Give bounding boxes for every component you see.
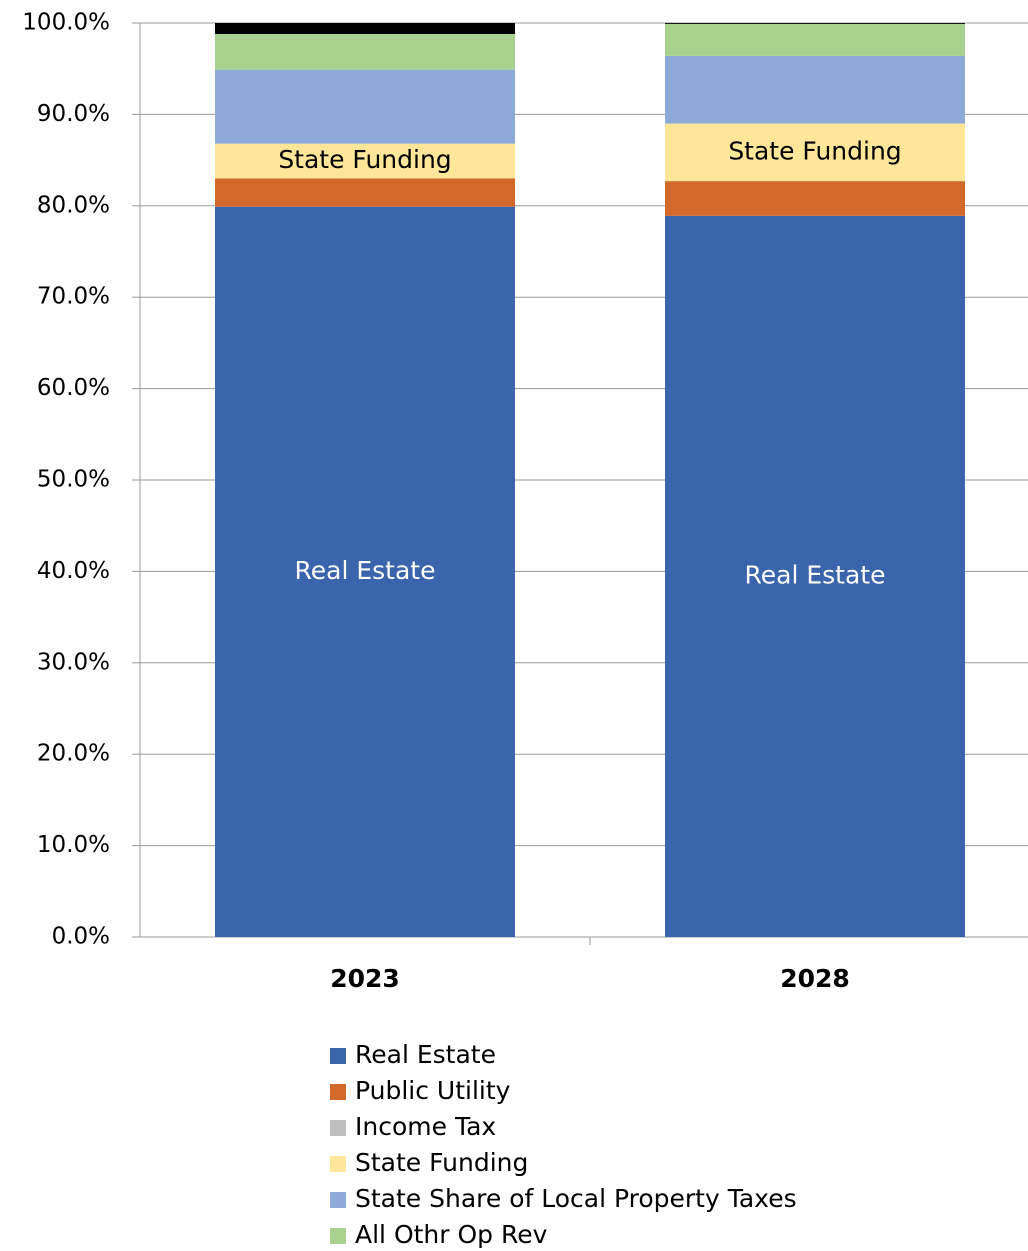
bar-segment xyxy=(215,206,515,938)
bar-segment xyxy=(215,178,515,207)
data-label: Real Estate xyxy=(295,556,436,585)
y-tick-label: 70.0% xyxy=(37,284,110,310)
bar-segment xyxy=(215,33,515,70)
x-tick-label: 2023 xyxy=(330,964,400,993)
bar-segment xyxy=(665,23,965,24)
legend-swatch xyxy=(330,1192,346,1208)
x-tick-label: 2028 xyxy=(780,964,850,993)
data-label: State Funding xyxy=(278,145,451,174)
y-tick-label: 60.0% xyxy=(37,375,110,401)
bar-segment xyxy=(215,69,515,144)
legend-swatch xyxy=(330,1156,346,1172)
legend-label: State Share of Local Property Taxes xyxy=(355,1184,797,1213)
legend-swatch xyxy=(330,1084,346,1100)
bar-segment xyxy=(665,123,965,182)
legend-label: All Othr Op Rev xyxy=(355,1220,548,1249)
legend-label: Real Estate xyxy=(355,1040,496,1069)
bar-segment xyxy=(665,215,965,937)
y-tick-label: 10.0% xyxy=(37,832,110,858)
legend-label: State Funding xyxy=(355,1148,528,1177)
y-tick-label: 40.0% xyxy=(37,558,110,584)
y-tick-label: 100.0% xyxy=(22,10,110,36)
data-label: Real Estate xyxy=(745,560,886,589)
legend-swatch xyxy=(330,1228,346,1244)
y-tick-label: 20.0% xyxy=(37,741,110,767)
legend-swatch xyxy=(330,1048,346,1064)
legend-label: Income Tax xyxy=(355,1112,496,1141)
bar-segment xyxy=(215,23,515,34)
bar-segment xyxy=(215,143,515,179)
bar-segment xyxy=(665,55,965,124)
bar-segment xyxy=(665,181,965,216)
data-label: State Funding xyxy=(728,136,901,165)
y-tick-label: 30.0% xyxy=(37,649,110,675)
y-tick-label: 50.0% xyxy=(37,467,110,493)
bar-segment xyxy=(665,23,965,56)
y-tick-label: 0.0% xyxy=(52,924,110,950)
legend-swatch xyxy=(330,1120,346,1136)
y-tick-label: 80.0% xyxy=(37,192,110,218)
y-tick-label: 90.0% xyxy=(37,101,110,127)
legend-label: Public Utility xyxy=(355,1076,511,1105)
